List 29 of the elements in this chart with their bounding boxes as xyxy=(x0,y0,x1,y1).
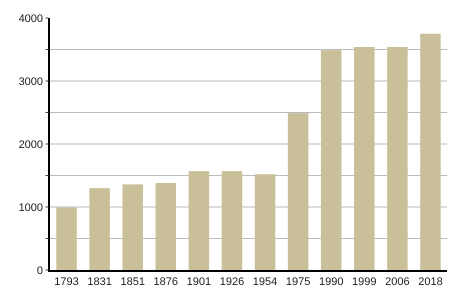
y-tick-label: 4000 xyxy=(18,12,44,25)
x-tick-label: 1901 xyxy=(186,276,212,288)
bar xyxy=(122,184,143,270)
bar xyxy=(254,174,276,270)
bar xyxy=(188,171,210,270)
bar xyxy=(387,46,408,270)
x-tick-label: 1999 xyxy=(352,276,377,288)
y-tick-label: 3000 xyxy=(18,76,44,88)
bar xyxy=(222,171,242,270)
x-tick-label: 1990 xyxy=(318,276,344,288)
bar xyxy=(354,46,375,270)
y-tick-label: 0 xyxy=(36,264,44,277)
bar xyxy=(320,50,342,270)
y-tick-label: 2000 xyxy=(18,138,44,151)
bar xyxy=(420,34,441,270)
x-tick-label: 2018 xyxy=(418,276,443,288)
x-tick-label: 2006 xyxy=(385,276,410,288)
x-tick-label: 1975 xyxy=(286,276,310,288)
y-tick-label: 1000 xyxy=(18,202,44,214)
x-tick-label: 1876 xyxy=(154,276,178,288)
bar xyxy=(156,183,176,270)
x-tick-label: 1831 xyxy=(87,276,112,288)
x-tick-label: 1851 xyxy=(120,276,145,288)
bar xyxy=(288,113,308,270)
bar xyxy=(89,188,110,270)
bar xyxy=(56,208,77,270)
x-tick-label: 1793 xyxy=(54,276,79,288)
x-tick-label: 1926 xyxy=(220,276,244,288)
x-tick-label: 1954 xyxy=(252,276,278,288)
